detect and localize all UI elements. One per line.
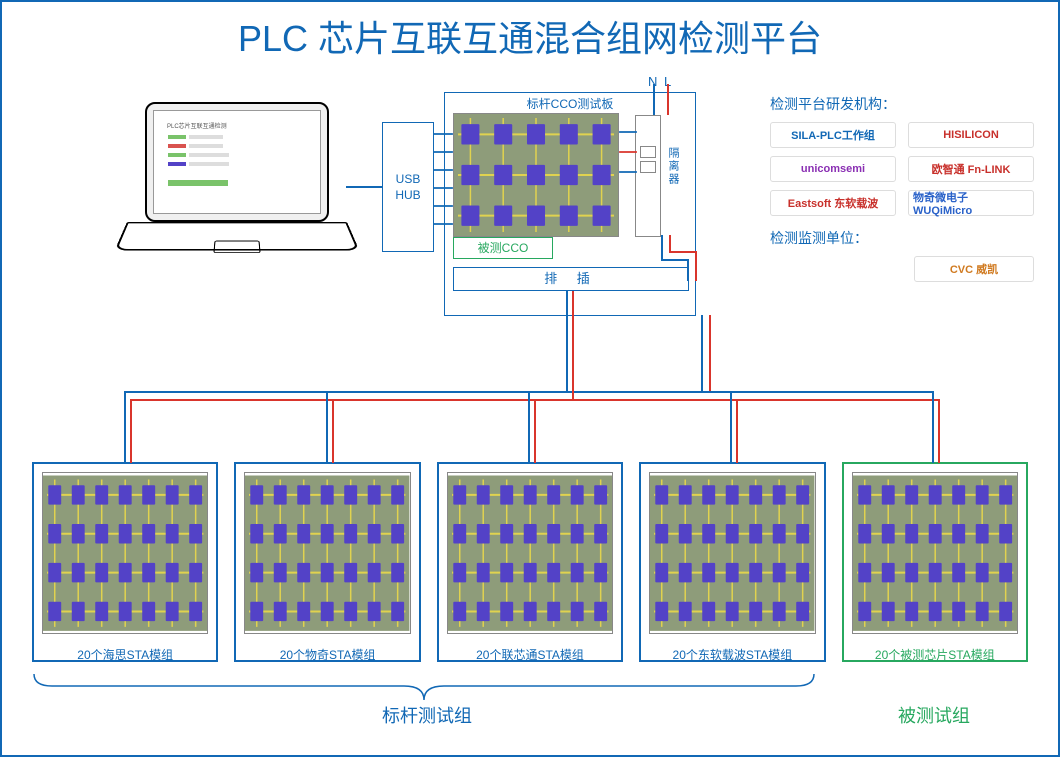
module-pcb [244, 472, 410, 634]
dev-logo-grid: SILA-PLC工作组 HISILICON unicomsemi 欧智通 Fn-LIN… [770, 122, 1034, 216]
usb-hub: USB HUB [382, 122, 434, 252]
org-logo: SILA-PLC工作组 [770, 122, 896, 148]
module-pcb [447, 472, 613, 634]
benchmark-group-label: 标杆测试组 [382, 702, 472, 728]
module-benchmark: 20个东软载波STA模组 [639, 462, 825, 662]
dut-group-label: 被测试组 [898, 702, 970, 728]
usb-hub-label-1: USB [383, 171, 433, 187]
org-logo: CVC 威凯 [914, 256, 1034, 282]
power-strip: 排 插 [453, 267, 689, 291]
module-benchmark: 20个海思STA模组 [32, 462, 218, 662]
isolator-box [635, 115, 661, 237]
modules-row: 20个海思STA模组20个物奇STA模组20个联芯通STA模组20个东软载波ST… [32, 462, 1028, 662]
org-logo: unicomsemi [770, 156, 896, 182]
module-label: 20个联芯通STA模组 [439, 638, 621, 673]
module-benchmark: 20个物奇STA模组 [234, 462, 420, 662]
l-label: L [664, 74, 671, 89]
org-logo: 欧智通 Fn-LINK [908, 156, 1034, 182]
diagram-canvas: PLC 芯片互联互通混合组网检测平台 N L PLC芯片互联互通检测 USB H [0, 0, 1060, 757]
laptop-icon: PLC芯片互联互通检测 [127, 102, 347, 262]
usb-hub-label-2: HUB [383, 187, 433, 203]
org-logo: Eastsoft 东软载波 [770, 190, 896, 216]
mon-logo-grid: CVC 威凯 [770, 256, 1034, 282]
module-benchmark: 20个联芯通STA模组 [437, 462, 623, 662]
org-logo: 物奇微电子 WUQiMicro [908, 190, 1034, 216]
module-label: 20个物奇STA模组 [236, 638, 418, 673]
cco-header: 标杆CCO测试板 [445, 93, 695, 114]
module-pcb [852, 472, 1018, 634]
module-pcb [649, 472, 815, 634]
module-label: 20个海思STA模组 [34, 638, 216, 673]
pcb-graphic [454, 114, 618, 236]
n-label: N [648, 74, 657, 89]
org-logo: HISILICON [908, 122, 1034, 148]
brace [32, 672, 816, 702]
orgs-mon-title: 检测监测单位： [770, 228, 1034, 248]
cco-test-board: 标杆CCO测试板 隔离器 被测CCO 排 插 [444, 92, 696, 316]
page-title: PLC 芯片互联互通混合组网检测平台 [2, 10, 1058, 62]
orgs-dev-title: 检测平台研发机构： [770, 94, 1034, 114]
cco-dut-label: 被测CCO [453, 237, 553, 259]
cco-pcb [453, 113, 619, 237]
orgs-panel: 检测平台研发机构： SILA-PLC工作组 HISILICON unicomsemi… [770, 94, 1034, 282]
module-label: 20个东软载波STA模组 [641, 638, 823, 673]
module-pcb [42, 472, 208, 634]
module-dut: 20个被测芯片STA模组 [842, 462, 1028, 662]
isolator-label: 隔离器 [665, 147, 681, 186]
module-label: 20个被测芯片STA模组 [844, 638, 1026, 673]
